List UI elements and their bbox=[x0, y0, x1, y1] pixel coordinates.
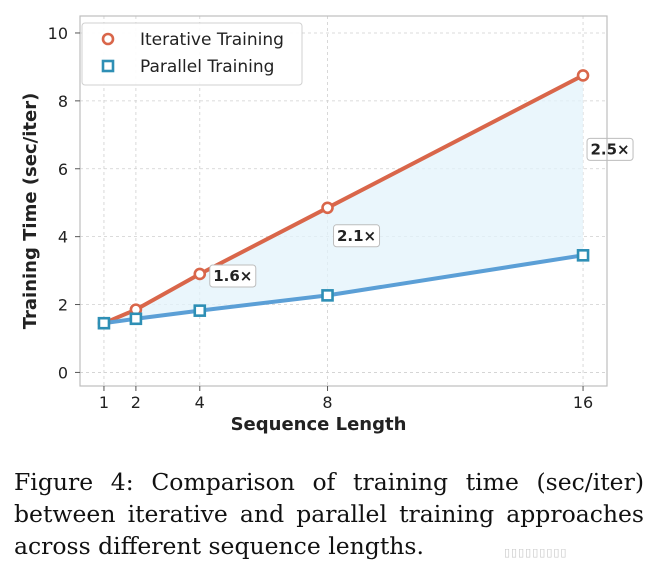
legend-box bbox=[81, 22, 303, 86]
y-tick-label: 0 bbox=[58, 363, 68, 382]
y-tick-label: 10 bbox=[48, 24, 68, 43]
speedup-label: 2.5× bbox=[590, 140, 629, 158]
y-axis-title: Training Time (sec/iter) bbox=[20, 93, 41, 330]
speedup-label-box bbox=[586, 137, 634, 161]
y-tick-label: 6 bbox=[58, 160, 68, 179]
iterative-point bbox=[576, 69, 590, 82]
legend-marker-square bbox=[101, 59, 115, 73]
plot-frame bbox=[79, 15, 608, 387]
x-tick-label: 16 bbox=[573, 393, 593, 412]
speedup-label-box bbox=[209, 264, 257, 288]
gap-area bbox=[103, 75, 584, 324]
y-tick-label: 8 bbox=[58, 92, 68, 111]
gap-shading bbox=[103, 75, 584, 324]
series-markers bbox=[97, 69, 590, 330]
line-chart: 1.6× 2.1× 2.5× 1 2 4 8 16 0 2 4 6 8 10 Sequence Lengt… bbox=[20, 15, 634, 435]
parallel-point bbox=[321, 289, 334, 302]
x-tick-label: 4 bbox=[195, 393, 205, 412]
parallel-point bbox=[97, 316, 111, 330]
legend-marker-circle bbox=[101, 32, 115, 46]
legend: Iterative Training Parallel Training bbox=[81, 22, 303, 86]
parallel-point bbox=[129, 312, 143, 326]
x-axis-title: Sequence Length bbox=[231, 414, 407, 435]
figure-caption: Figure 4: Comparison of training time (s… bbox=[14, 468, 644, 560]
speedup-label: 2.1× bbox=[337, 227, 376, 245]
parallel-point bbox=[193, 304, 207, 317]
legend-label: Parallel Training bbox=[140, 57, 274, 77]
x-tick-label: 2 bbox=[131, 393, 141, 412]
annotations: 1.6× 2.1× 2.5× bbox=[209, 137, 634, 288]
axes: 1 2 4 8 16 0 2 4 6 8 10 Sequence Length Training Tim… bbox=[20, 15, 608, 435]
y-tick-label: 2 bbox=[58, 296, 68, 315]
iterative-point bbox=[193, 267, 207, 281]
speedup-label-box bbox=[333, 224, 381, 248]
y-tick-label: 4 bbox=[58, 228, 68, 247]
legend-label: Iterative Training bbox=[140, 30, 284, 50]
parallel-point bbox=[576, 249, 590, 262]
speedup-label: 1.6× bbox=[213, 267, 252, 285]
x-tick-label: 1 bbox=[99, 393, 109, 412]
iterative-point bbox=[321, 201, 334, 215]
watermark: ▯▯▯▯▯▯▯▯▯ bbox=[504, 546, 568, 559]
x-tick-label: 8 bbox=[322, 393, 332, 412]
